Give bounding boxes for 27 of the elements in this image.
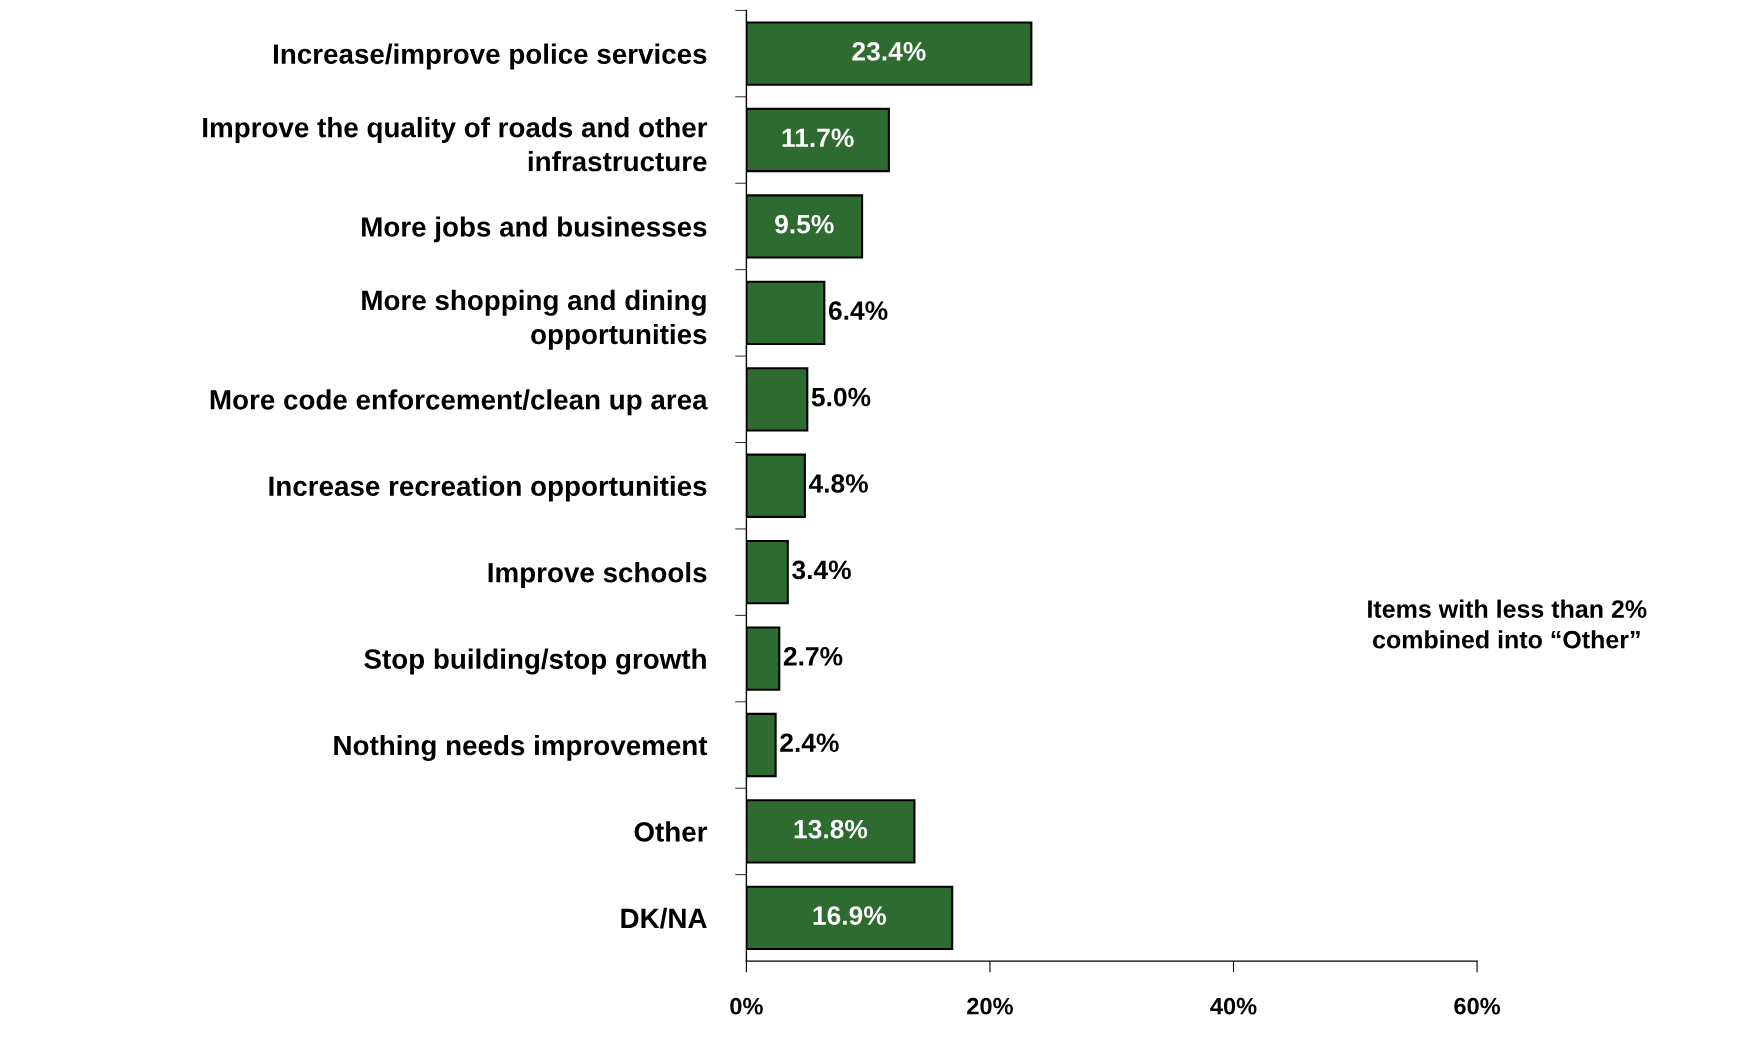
y-tick-label: More code enforcement/clean up area bbox=[210, 389, 708, 416]
x-tick-label: 40% bbox=[1210, 997, 1257, 1015]
y-tick-label: Stop building/stop growth bbox=[364, 648, 706, 675]
y-tick-label: More jobs and businesses bbox=[362, 216, 707, 243]
data-label: 2.7% bbox=[783, 646, 843, 666]
y-tick-label: Improve schools bbox=[488, 562, 707, 588]
y-tick-label: DK/NA bbox=[621, 907, 707, 929]
data-label: 13.8% bbox=[794, 819, 868, 839]
data-label: 11.7% bbox=[782, 128, 854, 148]
y-tick-label: Increase recreation opportunities bbox=[269, 475, 707, 502]
data-label: 2.4% bbox=[780, 733, 839, 753]
y-tick-label: Increase/improve police services bbox=[273, 43, 707, 70]
y-tick-label: More shopping and dining opportunities bbox=[362, 289, 707, 350]
data-label: 5.0% bbox=[811, 387, 871, 407]
x-tick-label: 60% bbox=[1454, 997, 1501, 1015]
y-tick-label: Nothing needs improvement bbox=[334, 734, 708, 761]
annotation: Items with less than 2% combined into “Other” bbox=[1368, 599, 1647, 649]
data-label: 6.4% bbox=[828, 301, 888, 320]
x-tick-label: 0% bbox=[730, 997, 763, 1015]
y-tick-label: Other bbox=[634, 821, 708, 842]
data-label: 23.4% bbox=[852, 42, 926, 61]
data-label: 9.5% bbox=[775, 214, 834, 234]
data-label: 16.9% bbox=[813, 906, 887, 925]
y-tick-label: Improve the quality of roads and other infrastructure bbox=[203, 117, 708, 172]
data-label: 4.8% bbox=[808, 474, 868, 493]
data-label: 3.4% bbox=[792, 560, 851, 580]
x-tick-label: 20% bbox=[967, 997, 1013, 1015]
